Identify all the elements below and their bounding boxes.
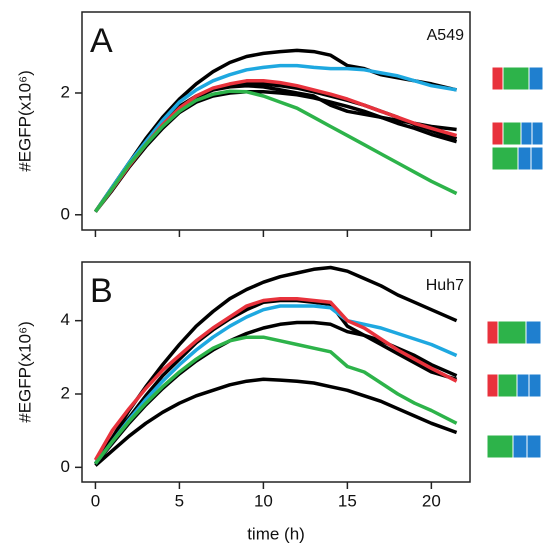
y-axis-label: #EGFP(x10⁶): [15, 321, 34, 422]
construct-segment: [497, 373, 518, 398]
construct-segment: [486, 434, 514, 459]
plot-frame: [81, 11, 471, 231]
construct-segment: [525, 320, 542, 345]
construct-segment: [502, 66, 530, 91]
y-tick-label: 0: [61, 457, 70, 476]
panel-label: B: [90, 272, 113, 310]
x-tick-label: 15: [338, 491, 357, 510]
y-tick-label: 2: [61, 383, 70, 402]
construct-segment: [520, 121, 533, 146]
series-line: [93, 265, 458, 465]
construct-segment: [486, 373, 499, 398]
construct-segment: [531, 121, 543, 146]
plot-frame: [81, 261, 471, 483]
panel-title: Huh7: [426, 277, 464, 294]
series-line: [93, 63, 457, 213]
x-tick-label: 20: [422, 491, 441, 510]
x-tick-label: 5: [175, 491, 184, 510]
panel-title: A549: [427, 27, 464, 44]
construct-segment: [528, 373, 542, 398]
construct-segment: [486, 320, 499, 345]
x-tick-label: 0: [91, 491, 100, 510]
series-line: [94, 377, 458, 467]
series-line: [93, 82, 458, 213]
construct-segment: [491, 146, 519, 171]
construct-segment: [491, 121, 504, 146]
series-line: [93, 298, 458, 465]
series-line: [93, 296, 458, 461]
series-line: [93, 83, 457, 213]
y-tick-label: 0: [61, 204, 70, 223]
y-tick-label: 2: [61, 82, 70, 101]
series-line: [93, 89, 458, 213]
series-line: [93, 48, 458, 213]
x-axis-label: time (h): [247, 524, 305, 543]
y-axis-label: #EGFP(x10⁶): [15, 70, 34, 171]
construct-segment: [526, 434, 542, 459]
construct-segment: [517, 146, 532, 171]
y-tick-label: 4: [61, 310, 70, 329]
series-line: [94, 304, 458, 465]
series-line: [94, 335, 458, 465]
construct-segment: [516, 373, 530, 398]
series-line: [94, 90, 458, 213]
panel-label: A: [90, 22, 113, 60]
construct-segment: [530, 146, 543, 171]
construct-segment: [497, 320, 527, 345]
construct-segment: [528, 66, 543, 91]
construct-segment: [502, 121, 522, 146]
construct-segment: [491, 66, 504, 91]
construct-icons: [486, 66, 543, 459]
x-tick-label: 10: [254, 491, 273, 510]
construct-segment: [512, 434, 528, 459]
